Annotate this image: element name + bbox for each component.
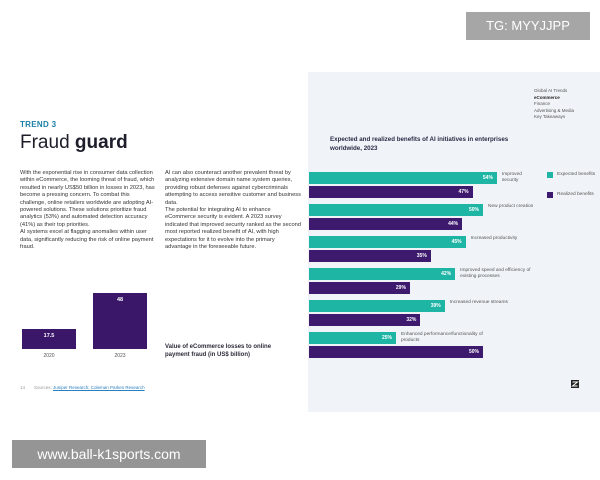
bar [309,346,483,358]
category-label: New product creation [488,204,534,209]
value-label: 48 [116,296,124,303]
bar [309,172,497,184]
category-label: Increased productivity [470,236,518,241]
title-bold: guard [74,132,128,153]
bar [309,218,463,230]
nav: Global AI Trends eCommerce Finance Adver… [534,88,574,121]
column-2: AI can also counteract another prevalent… [165,170,301,251]
bar [309,204,483,216]
paragraph: The potential for integrating AI to enha… [165,207,301,251]
bar: 48 [93,292,147,349]
value-label: 45% [451,239,462,245]
bar [309,236,466,248]
legend-swatch [547,192,553,198]
column-1: With the exponential rise in consumer da… [20,170,156,251]
nav-item[interactable]: Global AI Trends [534,88,568,93]
value-label: 47% [458,189,469,195]
value-label: 50% [468,207,479,213]
bar [309,332,396,344]
category-label: Increased revenue streams [449,300,508,305]
bar [309,300,445,312]
trend-label: TREND 3 [20,120,57,129]
value-label: 42% [441,271,452,277]
title-light: Fraud [20,132,70,153]
bar [309,186,473,198]
page-title: Fraud guard [20,132,128,154]
chart-caption: Value of eCommerce losses to online paym… [165,344,272,358]
bar [309,250,431,262]
value-label: 39% [430,303,441,309]
category-label: Improved speed and efficiency of existin… [460,268,531,279]
value-label: 50% [468,349,479,355]
x-tick-label: 2023 [114,353,126,359]
chart-title: Expected and realized benefits of AI ini… [330,136,509,152]
watermark: TG: MYYJJPP [466,12,590,40]
legend-swatch [547,172,553,178]
paragraph: AI systems excel at flagging anomalies w… [20,229,154,251]
nav-item[interactable]: Finance [534,101,551,107]
bar [309,314,421,326]
value-label: 25% [381,335,392,341]
category-label: Improved security [501,172,522,183]
paragraph: AI can also counteract another prevalent… [165,170,301,206]
bar [309,282,410,294]
bar [309,268,456,280]
paragraph: With the exponential rise in consumer da… [20,170,155,228]
nav-item[interactable]: Advertising & Media [534,107,575,113]
page-number: 14 [20,385,26,390]
nav-item[interactable]: Key Takeaways [534,114,566,120]
sources: Sources: Juniper Research; Coleman Parke… [34,385,145,390]
logo [571,380,579,388]
x-tick-label: 2020 [43,353,55,359]
value-label: 44% [448,221,459,227]
legend-label: Expected benefits [557,172,596,177]
value-label: 17.5 [43,332,55,339]
nav-item[interactable]: eCommerce [534,94,560,100]
category-label: Enhanced performance/functionality of pr… [401,332,483,343]
bar: 17.5 [22,328,76,349]
legend-label: Realized benefits [557,192,594,197]
value-label: 54% [482,175,493,181]
value-label: 35% [416,253,427,259]
sources-link[interactable]: Juniper Research; Coleman Parkes Researc… [53,385,145,390]
watermark: www.ball-k1sports.com [12,440,206,468]
value-label: 29% [395,285,406,291]
sources-prefix: Sources: [34,385,52,390]
value-label: 32% [406,317,417,323]
